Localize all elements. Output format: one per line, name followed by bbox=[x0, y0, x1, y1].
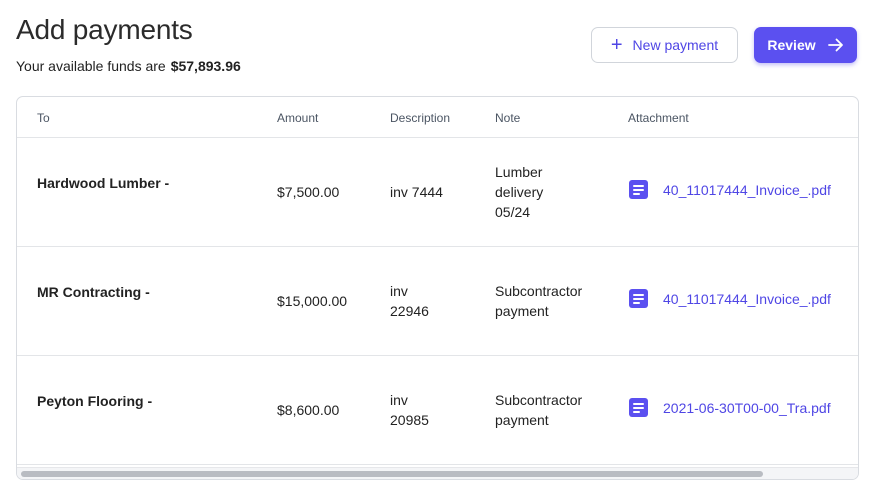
document-icon bbox=[629, 180, 648, 199]
payment-note: Lumber delivery 05/24 bbox=[495, 164, 544, 220]
payment-amount: $8,600.00 bbox=[277, 402, 340, 418]
review-label: Review bbox=[767, 37, 816, 53]
table-header: To Amount Description Note Attachment bbox=[17, 97, 858, 138]
arrow-right-icon bbox=[827, 38, 843, 52]
funds-amount: $57,893.96 bbox=[170, 58, 241, 74]
page-title: Add payments bbox=[16, 14, 193, 45]
scrollbar-thumb[interactable] bbox=[21, 471, 763, 477]
attachment-link[interactable]: 40_11017444_Invoice_.pdf bbox=[663, 290, 831, 307]
review-button[interactable]: Review bbox=[754, 27, 857, 63]
attachment[interactable]: 40_11017444_Invoice_.pdf bbox=[629, 289, 831, 308]
horizontal-scrollbar[interactable] bbox=[17, 467, 858, 479]
funds-label: Your available funds are bbox=[16, 58, 166, 74]
column-header-to: To bbox=[37, 111, 50, 125]
payment-note: Subcontractor payment bbox=[495, 283, 583, 319]
table-row: Hardwood Lumber - $7,500.00 inv 7444 Lum… bbox=[17, 138, 858, 247]
table-row: Peyton Flooring - $8,600.00 inv 20985 Su… bbox=[17, 356, 858, 465]
column-header-attachment: Attachment bbox=[628, 111, 689, 125]
payee-name: Peyton Flooring - bbox=[37, 393, 153, 409]
payment-note: Subcontractor payment bbox=[495, 392, 583, 428]
attachment-link[interactable]: 40_11017444_Invoice_.pdf bbox=[663, 181, 831, 198]
document-icon bbox=[629, 398, 648, 417]
new-payment-button[interactable]: + New payment bbox=[591, 27, 738, 63]
column-header-note: Note bbox=[495, 111, 521, 125]
attachment-link[interactable]: 2021-06-30T00-00_Tra.pdf bbox=[663, 399, 831, 416]
attachment[interactable]: 2021-06-30T00-00_Tra.pdf bbox=[629, 398, 831, 417]
payments-table: To Amount Description Note Attachment Ha… bbox=[16, 96, 859, 480]
column-header-amount: Amount bbox=[277, 111, 319, 125]
payee-name: Hardwood Lumber - bbox=[37, 175, 170, 191]
plus-icon: + bbox=[610, 34, 623, 56]
payment-description: inv 20985 bbox=[390, 392, 429, 428]
payment-description: inv 7444 bbox=[390, 184, 443, 200]
column-header-description: Description bbox=[390, 111, 451, 125]
new-payment-label: New payment bbox=[632, 37, 719, 53]
table-row: MR Contracting - $15,000.00 inv 22946 Su… bbox=[17, 247, 858, 356]
payment-amount: $15,000.00 bbox=[277, 293, 348, 309]
available-funds: Your available funds are $57,893.96 bbox=[16, 58, 241, 74]
payee-name: MR Contracting - bbox=[37, 284, 150, 300]
document-icon bbox=[629, 289, 648, 308]
payment-amount: $7,500.00 bbox=[277, 184, 340, 200]
attachment[interactable]: 40_11017444_Invoice_.pdf bbox=[629, 180, 831, 199]
payment-description: inv 22946 bbox=[390, 283, 429, 319]
